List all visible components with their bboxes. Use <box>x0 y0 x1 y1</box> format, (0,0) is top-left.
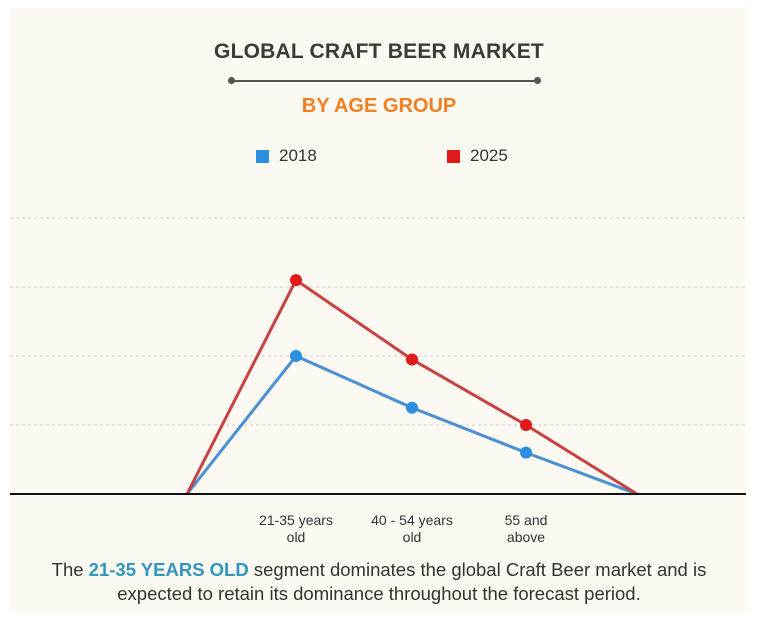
legend-label-2025: 2025 <box>470 146 508 165</box>
legend-label-2018: 2018 <box>279 146 317 165</box>
divider-dot-left <box>228 77 235 84</box>
caption-before: The <box>51 559 89 580</box>
data-point-2018 <box>520 446 532 459</box>
series-line-2025 <box>185 278 638 496</box>
legend-swatch-2025 <box>447 149 460 163</box>
legend-item-2018: 2018 <box>256 146 317 166</box>
divider-dot-right <box>534 77 541 84</box>
legend-item-2025: 2025 <box>447 146 508 166</box>
chart-caption: The 21-35 YEARS OLD segment dominates th… <box>14 558 744 606</box>
x-tick-label: 21-35 years old <box>259 512 333 545</box>
legend-swatch-2018 <box>256 149 269 163</box>
chart-subtitle: BY AGE GROUP <box>301 95 457 117</box>
chart-title: GLOBAL CRAFT BEER MARKET <box>214 40 544 63</box>
caption-after: segment dominates the global Craft Beer … <box>117 559 707 604</box>
infographic-card <box>10 8 746 612</box>
data-point-2018 <box>290 350 302 362</box>
data-point-2018 <box>406 401 418 414</box>
data-point-2025 <box>406 353 418 366</box>
x-tick-label: 55 and above <box>505 512 548 545</box>
title-divider <box>232 80 537 82</box>
caption-highlight: 21-35 YEARS OLD <box>88 559 249 580</box>
data-point-2025 <box>520 419 532 431</box>
data-point-2025 <box>290 274 302 287</box>
x-tick-label: 40 - 54 years old <box>371 512 453 545</box>
